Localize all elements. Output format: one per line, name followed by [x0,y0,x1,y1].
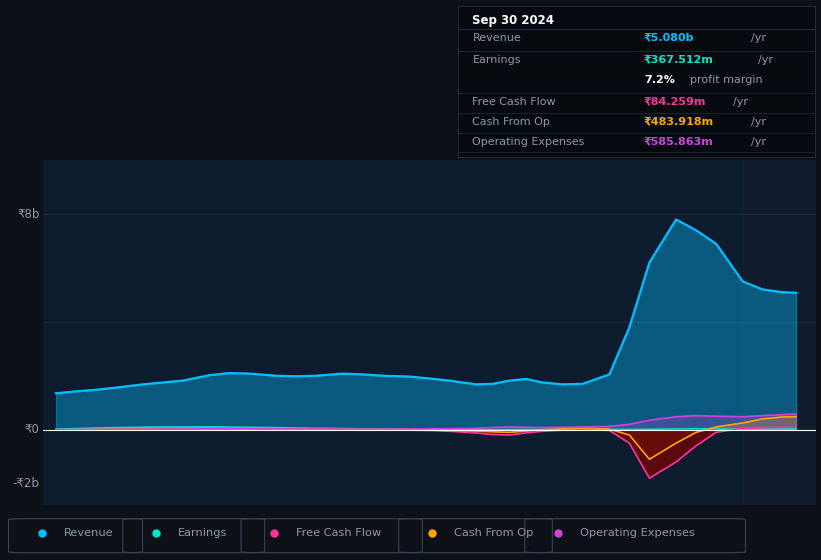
Text: Revenue: Revenue [64,529,113,539]
Text: ₹8b: ₹8b [17,208,39,221]
Text: ₹585.863m: ₹585.863m [644,137,713,147]
Text: Cash From Op: Cash From Op [472,116,550,127]
Text: ₹483.918m: ₹483.918m [644,116,714,127]
Text: ₹5.080b: ₹5.080b [644,33,695,43]
Text: 7.2%: 7.2% [644,75,675,85]
Text: -₹2b: -₹2b [12,477,39,490]
Text: Operating Expenses: Operating Expenses [472,137,585,147]
Text: Earnings: Earnings [178,529,227,539]
Text: /yr: /yr [751,116,766,127]
Text: profit margin: profit margin [690,75,763,85]
Text: /yr: /yr [733,97,748,107]
Text: Sep 30 2024: Sep 30 2024 [472,14,554,27]
Text: Operating Expenses: Operating Expenses [580,529,695,539]
Text: Free Cash Flow: Free Cash Flow [296,529,382,539]
Text: ₹0: ₹0 [25,423,39,436]
Text: ₹84.259m: ₹84.259m [644,97,706,107]
Text: Revenue: Revenue [472,33,521,43]
Bar [743,160,816,505]
Text: Cash From Op: Cash From Op [454,529,533,539]
Text: ₹367.512m: ₹367.512m [644,55,713,65]
Text: Earnings: Earnings [472,55,521,65]
Text: /yr: /yr [751,33,766,43]
Text: /yr: /yr [758,55,773,65]
Text: /yr: /yr [751,137,766,147]
Text: Free Cash Flow: Free Cash Flow [472,97,556,107]
